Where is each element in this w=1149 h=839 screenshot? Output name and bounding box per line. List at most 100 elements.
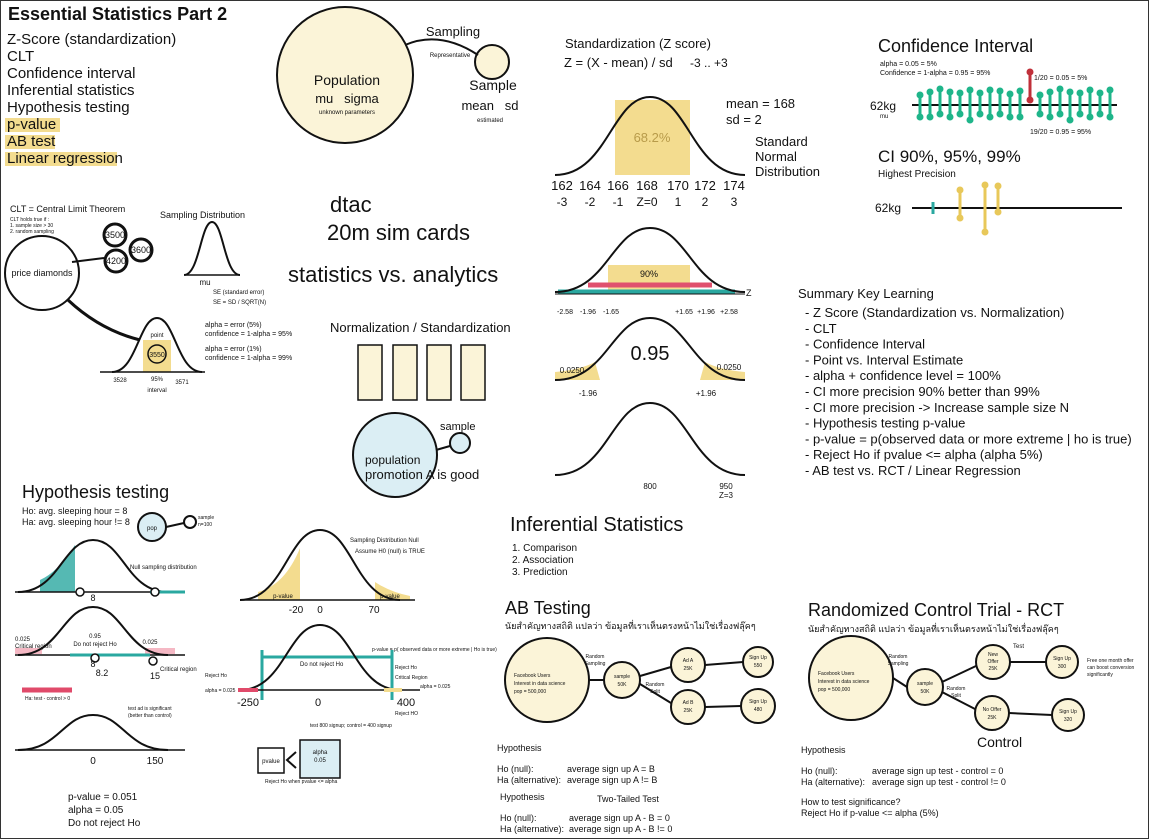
circle <box>128 237 154 263</box>
summary-items: - alpha + confidence level = 100% <box>805 368 1001 383</box>
example-right: 950 <box>719 482 733 491</box>
confidence-interval-precision: Highest Precision <box>878 169 956 180</box>
clt-mu: mu <box>199 278 210 287</box>
bell-curve <box>17 713 169 751</box>
zscore-z-labels: -3 <box>557 195 568 209</box>
ab-testing-ha-2: Ha (alternative): <box>500 824 564 834</box>
topics: Linear regression <box>7 150 123 167</box>
null-distribution-alpha-right: alpha = 0.025 <box>420 684 451 690</box>
zscore-z-labels: 1 <box>675 195 682 209</box>
confidence-interval-miss: 1/20 = 0.05 = 5% <box>1034 75 1087 82</box>
ab-testing-subtitle: นัยสำคัญทางสถิติ แปลว่า ข้อมูลที่เราเห็น… <box>505 619 756 632</box>
clt-conditions: 1. sample size > 30 <box>10 223 53 229</box>
hypothesis-left-alpha: 0.025 <box>15 637 31 643</box>
null-distribution-keep: Do not reject Ho <box>300 662 344 668</box>
inferential-items: 1. Comparison <box>512 543 577 554</box>
confidence-interval-mu: mu <box>880 114 888 120</box>
ab-testing-split: Random <box>646 682 665 688</box>
rct-test-group: 25K <box>989 666 999 672</box>
circle <box>90 653 100 663</box>
interval-end <box>1046 113 1054 121</box>
summary-items: - AB test vs. RCT / Linear Regression <box>805 463 1021 478</box>
population-stats-note: estimated <box>477 118 503 124</box>
confidence-interval-value: 62kg <box>870 99 896 113</box>
ab-testing-group-b: Ad B <box>683 700 695 706</box>
rct-ho: Ho (null): <box>801 766 838 776</box>
rct-hypothesis: Hypothesis <box>801 745 846 755</box>
less-than <box>285 751 297 769</box>
interval-end <box>1016 87 1024 95</box>
example-center: 800 <box>643 482 657 491</box>
z-levels-ticks: +2.58 <box>720 309 738 316</box>
bell-curve <box>554 316 746 381</box>
zscore-x-labels: 168 <box>636 178 658 193</box>
hypothesis-sample: n=100 <box>198 522 212 528</box>
interval-end <box>1066 116 1074 124</box>
rct-population: Interest in data science <box>818 679 870 685</box>
circle <box>103 248 129 274</box>
box <box>357 344 383 401</box>
circle <box>75 587 85 597</box>
summary-items: - CLT <box>805 321 837 336</box>
ab-testing-ha-2: average sign up A - B != 0 <box>569 824 672 834</box>
interval-end <box>1106 113 1114 121</box>
connector <box>704 705 742 708</box>
null-distribution-ticks: 0 <box>317 605 323 616</box>
box <box>460 344 486 401</box>
ab-testing-sample: 50K <box>618 682 628 688</box>
confidence-interval-value-2: 62kg <box>875 201 901 215</box>
ab-testing-population: pop = 500,000 <box>514 689 546 695</box>
zscore-sd: sd = 2 <box>726 112 762 127</box>
ab-testing-signup-a: Sign Up <box>749 655 767 661</box>
circle <box>670 689 706 725</box>
zscore-z-labels: 2 <box>702 195 709 209</box>
hypothesis-bound: 15 <box>150 671 160 681</box>
z-levels-ticks: -2.58 <box>557 309 573 316</box>
population-representative: Representative <box>430 53 471 59</box>
confidence-interval-notes: Confidence = 1-alpha = 0.95 = 95% <box>880 70 990 77</box>
rct-rule: Reject Ho if p-value <= alpha (5%) <box>801 808 939 818</box>
rct-signup-test: Sign Up <box>1053 656 1071 662</box>
clt-point-value: 3550 <box>149 352 165 359</box>
two-tail-right-tick: +1.96 <box>696 389 717 398</box>
clt-conditions: CLT holds true if : <box>10 217 49 223</box>
interval-end <box>1026 68 1034 76</box>
ab-testing-split: Split <box>650 689 660 695</box>
zscore-x-labels: 166 <box>607 178 629 193</box>
ab-testing-test-type: Two-Tailed Test <box>597 794 659 804</box>
two-tail-center: 0.95 <box>631 343 670 365</box>
null-distribution-ticks-2: 400 <box>397 697 415 709</box>
population-params-note: unknown parameters <box>319 110 375 116</box>
rct-split: Random <box>947 686 966 692</box>
clt-point: point <box>150 333 163 339</box>
summary-items: - Hypothesis testing p-value <box>805 416 965 431</box>
interval-end <box>946 88 954 96</box>
rct-control-label: Control <box>977 734 1022 750</box>
zscore-z-labels: -2 <box>585 195 596 209</box>
interval-end <box>994 182 1002 190</box>
dtac-lines: 20m sim cards <box>327 220 470 245</box>
ab-testing-sampling: Random <box>586 654 605 660</box>
connector <box>165 522 185 528</box>
hypothesis-significant: test ad is significant <box>128 706 172 712</box>
hypothesis-result: p-value = 0.051 <box>68 792 138 803</box>
null-distribution-test: test 800 signup; control = 400 signup <box>310 723 392 729</box>
interval-end <box>986 86 994 94</box>
confidence-interval-title: Confidence Interval <box>878 36 1033 56</box>
z-levels-area: 90% <box>640 269 658 279</box>
ab-testing-sampling: Sampling <box>585 661 606 667</box>
ab-testing-group-b: 25K <box>684 708 694 714</box>
normalization-sample: sample <box>440 421 475 433</box>
connector <box>892 677 908 688</box>
interval-end <box>996 87 1004 95</box>
circle <box>906 668 944 706</box>
inferential-items: 2. Association <box>512 555 574 566</box>
interval-end <box>1036 91 1044 99</box>
null-distribution-rule: Reject Ho when pvalue <= alpha <box>265 779 337 785</box>
interval-end <box>956 89 964 97</box>
normalization-claim: promotion A is good <box>365 467 479 482</box>
zscore-mean: mean = 168 <box>726 96 795 111</box>
zscore-distribution: Distribution <box>755 164 820 179</box>
hypothesis-confidence: 0.95 <box>89 634 101 640</box>
title: Essential Statistics Part 2 <box>8 4 227 24</box>
